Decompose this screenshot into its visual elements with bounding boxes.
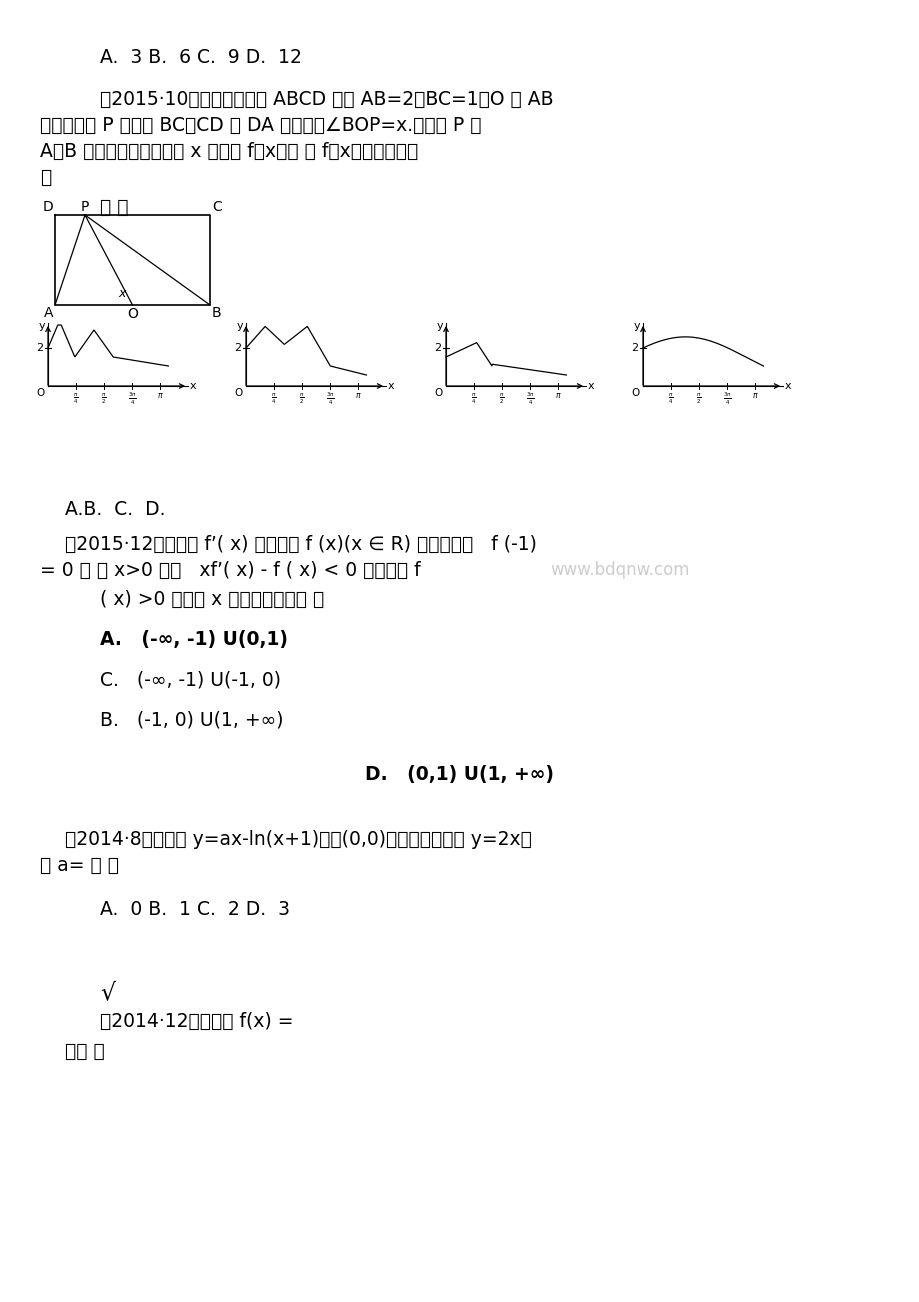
Text: A.   (-∞, -1) U(0,1): A. (-∞, -1) U(0,1) bbox=[100, 630, 288, 648]
Text: （2015·10）如图，长方形 ABCD 的边 AB=2，BC=1，O 是 AB: （2015·10）如图，长方形 ABCD 的边 AB=2，BC=1，O 是 AB bbox=[100, 90, 553, 109]
Text: （2014·8）设曲线 y=ax-ln(x+1)在点(0,0)处的切线方程为 y=2x，: （2014·8）设曲线 y=ax-ln(x+1)在点(0,0)处的切线方程为 y… bbox=[65, 829, 531, 849]
Text: $\frac{\pi}{2}$: $\frac{\pi}{2}$ bbox=[101, 391, 107, 406]
Text: $\frac{\pi}{4}$: $\frac{\pi}{4}$ bbox=[471, 391, 476, 406]
Text: A.  0 B.  1 C.  2 D.  3: A. 0 B. 1 C. 2 D. 3 bbox=[100, 900, 289, 919]
Text: P: P bbox=[81, 201, 89, 214]
Text: 的中点，点 P 沿着边 BC，CD 与 DA 运动，记∠BOP=x.将动点 P 到: 的中点，点 P 沿着边 BC，CD 与 DA 运动，记∠BOP=x.将动点 P … bbox=[40, 116, 481, 135]
Text: x: x bbox=[388, 381, 394, 391]
Text: √: √ bbox=[100, 980, 115, 1004]
Text: （2015·12）设函数 f’( x) 是奇函数 f (x)(x ∈ R) 的导函数，   f (-1): （2015·12）设函数 f’( x) 是奇函数 f (x)(x ∈ R) 的导… bbox=[65, 535, 537, 553]
Text: $\frac{\pi}{4}$: $\frac{\pi}{4}$ bbox=[74, 391, 79, 406]
Text: 2: 2 bbox=[36, 342, 43, 353]
Text: O: O bbox=[631, 388, 640, 398]
Text: O: O bbox=[37, 388, 45, 398]
Text: y: y bbox=[436, 322, 443, 331]
Text: x: x bbox=[784, 381, 790, 391]
Text: （ ）: （ ） bbox=[100, 198, 129, 217]
Text: D.   (0,1) U(1, +∞): D. (0,1) U(1, +∞) bbox=[365, 766, 554, 784]
Text: $\pi$: $\pi$ bbox=[156, 391, 164, 400]
Text: $\pi$: $\pi$ bbox=[354, 391, 361, 400]
Text: 则 a= （ ）: 则 a= （ ） bbox=[40, 855, 119, 875]
Text: A: A bbox=[43, 306, 53, 320]
Text: 为: 为 bbox=[40, 168, 51, 187]
Text: y: y bbox=[236, 322, 243, 331]
Text: C.   (-∞, -1) U(-1, 0): C. (-∞, -1) U(-1, 0) bbox=[100, 671, 280, 689]
Text: 2: 2 bbox=[233, 342, 241, 353]
Text: B: B bbox=[211, 306, 221, 320]
Text: $\frac{3\pi}{4}$: $\frac{3\pi}{4}$ bbox=[525, 391, 534, 408]
Text: O: O bbox=[127, 307, 138, 322]
Text: O: O bbox=[435, 388, 443, 398]
Text: $\frac{\pi}{4}$: $\frac{\pi}{4}$ bbox=[271, 391, 277, 406]
Text: $\frac{3\pi}{4}$: $\frac{3\pi}{4}$ bbox=[325, 391, 334, 408]
Text: $\frac{\pi}{4}$: $\frac{\pi}{4}$ bbox=[667, 391, 673, 406]
Text: y: y bbox=[632, 322, 640, 331]
Text: 2: 2 bbox=[434, 342, 440, 353]
Text: $\frac{3\pi}{4}$: $\frac{3\pi}{4}$ bbox=[721, 391, 731, 408]
Text: x: x bbox=[119, 286, 126, 299]
Text: A.  3 B.  6 C.  9 D.  12: A. 3 B. 6 C. 9 D. 12 bbox=[100, 48, 301, 66]
Text: $\frac{\pi}{2}$: $\frac{\pi}{2}$ bbox=[299, 391, 304, 406]
Text: O: O bbox=[234, 388, 243, 398]
Text: 2: 2 bbox=[630, 342, 637, 353]
Text: www.bdqnw.com: www.bdqnw.com bbox=[550, 561, 688, 579]
Text: $\pi$: $\pi$ bbox=[554, 391, 561, 400]
Text: y: y bbox=[39, 322, 45, 331]
Text: $\frac{3\pi}{4}$: $\frac{3\pi}{4}$ bbox=[128, 391, 136, 408]
Text: ( x) >0 成立的 x 的取値范围是（ ）: ( x) >0 成立的 x 的取値范围是（ ） bbox=[100, 590, 323, 609]
Text: 是（ ）: 是（ ） bbox=[65, 1042, 105, 1061]
Text: $\pi$: $\pi$ bbox=[751, 391, 757, 400]
Text: $\frac{\pi}{2}$: $\frac{\pi}{2}$ bbox=[696, 391, 701, 406]
Text: $\frac{\pi}{2}$: $\frac{\pi}{2}$ bbox=[499, 391, 505, 406]
Text: = 0 ， 当 x>0 时，   xf’( x) - f ( x) < 0 ，则使得 f: = 0 ， 当 x>0 时， xf’( x) - f ( x) < 0 ，则使得… bbox=[40, 561, 420, 579]
Text: B.   (-1, 0) U(1, +∞): B. (-1, 0) U(1, +∞) bbox=[100, 710, 283, 729]
Text: x: x bbox=[190, 381, 197, 391]
Text: A.B.  C.  D.: A.B. C. D. bbox=[65, 500, 165, 519]
Text: （2014·12）设函数 f(x) =: （2014·12）设函数 f(x) = bbox=[100, 1012, 293, 1031]
Text: C: C bbox=[211, 201, 221, 214]
Text: A，B 两点距离之和表示为 x 的函数 f（x）， 则 f（x）的图像大致: A，B 两点距离之和表示为 x 的函数 f（x）， 则 f（x）的图像大致 bbox=[40, 142, 418, 161]
Text: x: x bbox=[587, 381, 594, 391]
Text: D: D bbox=[42, 201, 53, 214]
